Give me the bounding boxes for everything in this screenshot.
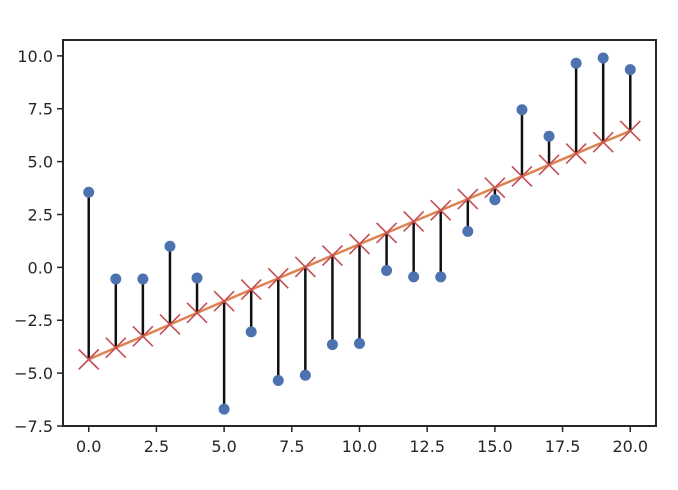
fitted-marker xyxy=(240,279,262,301)
observed-point xyxy=(191,272,203,284)
fitted-marker xyxy=(457,188,479,210)
fitted-marker xyxy=(294,256,316,278)
x-tick-label: 20.0 xyxy=(612,437,648,456)
observed-point xyxy=(570,57,582,69)
fitted-marker xyxy=(78,348,100,370)
fitted-marker xyxy=(321,244,343,267)
observed-point xyxy=(164,240,176,252)
y-tick-label: −7.5 xyxy=(14,417,53,436)
fitted-marker xyxy=(511,165,533,187)
observed-point xyxy=(435,271,447,283)
y-tick-label: 0.0 xyxy=(28,258,53,277)
x-tick-label: 5.0 xyxy=(211,437,236,456)
observed-point xyxy=(137,273,149,285)
observed-point xyxy=(462,225,474,237)
y-tick-label: 7.5 xyxy=(28,100,53,119)
x-tick-label: 2.5 xyxy=(144,437,169,456)
x-tick-label: 12.5 xyxy=(409,437,445,456)
y-tick-label: −2.5 xyxy=(14,311,53,330)
fitted-marker xyxy=(348,233,371,255)
observed-point xyxy=(299,369,311,381)
observed-points xyxy=(83,52,636,415)
y-tick-label: −5.0 xyxy=(14,364,53,383)
fitted-marker xyxy=(403,210,425,233)
observed-point xyxy=(408,271,420,283)
x-tick-label: 7.5 xyxy=(279,437,304,456)
observed-point xyxy=(110,273,122,285)
fitted-marker xyxy=(430,199,452,221)
observed-point xyxy=(272,375,284,387)
fitted-markers xyxy=(78,120,641,370)
fitted-marker xyxy=(538,154,560,176)
fitted-marker xyxy=(105,337,127,359)
observed-point xyxy=(326,339,338,351)
observed-point xyxy=(597,52,609,64)
observed-point xyxy=(516,104,528,116)
fitted-marker xyxy=(619,120,641,142)
observed-point xyxy=(543,130,555,142)
observed-point xyxy=(381,265,393,277)
observed-point xyxy=(83,186,95,198)
fitted-marker xyxy=(592,131,614,153)
observed-point xyxy=(354,338,365,350)
fitted-marker xyxy=(213,290,235,312)
residual-lines xyxy=(87,57,632,410)
y-tick-label: 5.0 xyxy=(28,153,53,172)
fitted-marker xyxy=(159,313,181,336)
observed-point xyxy=(489,194,501,206)
axis-ticks: 0.0 2.5 5.0 7.5 10.0 12.5 15.0 17.5 20.0 −7.5 −5.0… xyxy=(14,47,648,456)
x-tick-label: 15.0 xyxy=(477,437,513,456)
fitted-marker xyxy=(565,143,587,165)
x-tick-label: 10.0 xyxy=(342,437,378,456)
observed-point xyxy=(245,326,257,338)
y-tick-label: 2.5 xyxy=(28,205,53,224)
fitted-marker xyxy=(267,267,289,289)
plot-frame xyxy=(62,39,657,427)
fitted-marker xyxy=(132,325,154,347)
x-tick-label: 17.5 xyxy=(545,437,581,456)
fitted-marker xyxy=(484,177,506,199)
fitted-marker xyxy=(186,302,208,324)
observed-point xyxy=(624,64,636,76)
x-tick-label: 0.0 xyxy=(76,437,101,456)
y-tick-label: 10.0 xyxy=(17,47,53,66)
fitted-marker xyxy=(376,222,398,244)
observed-point xyxy=(218,403,230,415)
